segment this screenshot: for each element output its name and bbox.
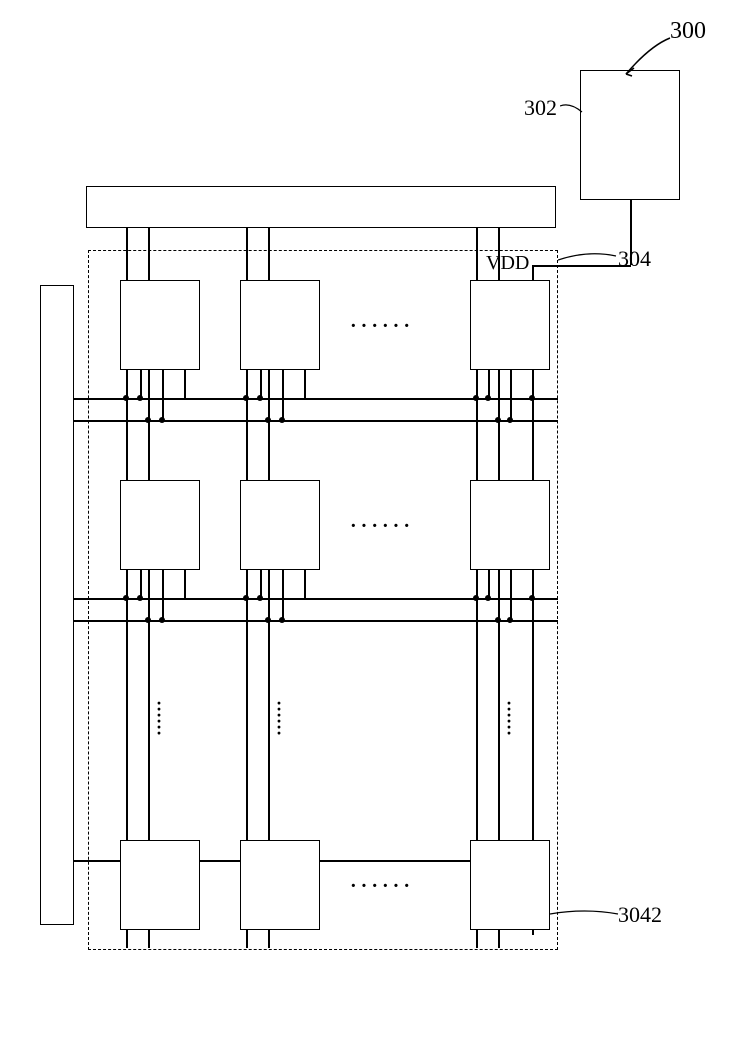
pixel-3-3 — [470, 840, 550, 930]
stub — [510, 570, 512, 620]
ref-304: 304 — [618, 246, 651, 272]
stub — [488, 570, 490, 598]
ref-300: 300 — [670, 18, 706, 45]
junction-dot — [137, 595, 143, 601]
junction-dot — [279, 617, 285, 623]
vdd-label: VDD — [486, 252, 529, 275]
stub-h — [200, 860, 201, 862]
junction-dot — [265, 417, 271, 423]
ellipsis-v: ······ — [156, 700, 162, 736]
stub — [282, 370, 284, 420]
arrow-300 — [620, 36, 675, 80]
leader-3042 — [550, 908, 620, 1058]
junction-dot — [279, 417, 285, 423]
pixel-2-2 — [240, 480, 320, 570]
pixel-3-1 — [120, 840, 200, 930]
pixel-1-1 — [120, 280, 200, 370]
junction-dot — [137, 395, 143, 401]
pixel-1-2 — [240, 280, 320, 370]
junction-dot — [485, 595, 491, 601]
stub — [510, 370, 512, 420]
junction-dot — [473, 395, 479, 401]
ellipsis-v: ······ — [506, 700, 512, 736]
junction-dot — [145, 617, 151, 623]
leader-302 — [560, 100, 584, 120]
stub — [488, 370, 490, 398]
left-driver-bar — [40, 285, 74, 925]
stub — [304, 370, 306, 398]
ellipsis-h: ······ — [350, 515, 414, 538]
stub — [260, 370, 262, 398]
top-driver-bar — [86, 186, 556, 228]
junction-dot — [257, 395, 263, 401]
junction-dot — [159, 417, 165, 423]
ellipsis-h: ······ — [350, 875, 414, 898]
junction-dot — [473, 595, 479, 601]
block-302 — [580, 70, 680, 200]
leader-304 — [558, 248, 618, 268]
junction-dot — [243, 395, 249, 401]
stub — [162, 570, 164, 620]
junction-dot — [145, 417, 151, 423]
junction-dot — [123, 395, 129, 401]
junction-dot — [495, 617, 501, 623]
junction-dot — [507, 617, 513, 623]
junction-dot — [529, 395, 535, 401]
junction-dot — [265, 617, 271, 623]
ellipsis-v: ······ — [276, 700, 282, 736]
junction-dot — [257, 595, 263, 601]
junction-dot — [495, 417, 501, 423]
stub — [184, 570, 186, 598]
junction-dot — [123, 595, 129, 601]
pixel-2-1 — [120, 480, 200, 570]
stub — [140, 570, 142, 598]
stub — [140, 370, 142, 398]
stub — [304, 570, 306, 598]
junction-dot — [485, 395, 491, 401]
ref-302: 302 — [524, 95, 557, 121]
ellipsis-h: ······ — [350, 315, 414, 338]
junction-dot — [243, 595, 249, 601]
pixel-1-3 — [470, 280, 550, 370]
pixel-2-3 — [470, 480, 550, 570]
junction-dot — [507, 417, 513, 423]
stub — [260, 570, 262, 598]
stub — [532, 570, 534, 598]
stub — [162, 370, 164, 420]
stub — [282, 570, 284, 620]
junction-dot — [159, 617, 165, 623]
stub — [532, 370, 534, 398]
diagram-canvas: 300 302 304 VDD — [0, 0, 748, 1000]
junction-dot — [529, 595, 535, 601]
pixel-3-2 — [240, 840, 320, 930]
stub — [184, 370, 186, 398]
ref-3042: 3042 — [618, 902, 662, 928]
